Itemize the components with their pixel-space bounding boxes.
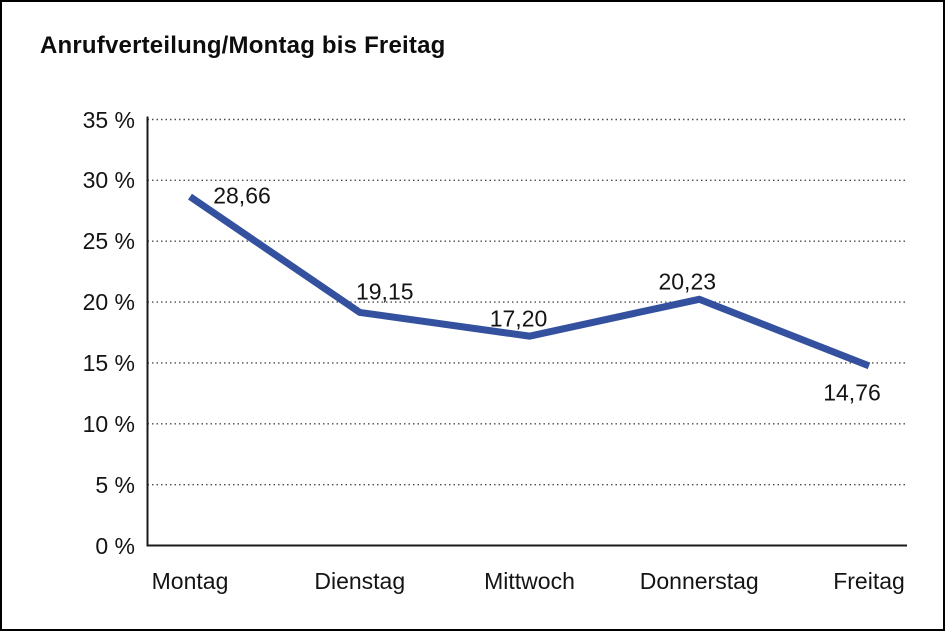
x-category-label: Donnerstag: [639, 568, 759, 594]
data-line: [188, 193, 871, 370]
data-point-label: 19,15: [355, 278, 414, 305]
y-tick-label: 20 %: [82, 289, 135, 316]
data-point-label: 14,76: [823, 379, 881, 406]
y-tick-label: 25 %: [82, 228, 135, 255]
y-tick-label: 0 %: [95, 532, 135, 559]
data-point-label: 17,20: [489, 305, 548, 332]
y-tick-label: 15 %: [82, 349, 135, 376]
y-tick-label: 5 %: [95, 471, 135, 498]
x-category-label: Freitag: [833, 568, 905, 594]
y-tick-label: 10 %: [82, 410, 135, 437]
data-point-label: 28,66: [213, 182, 271, 209]
x-category-label: Dienstag: [314, 568, 406, 594]
x-category-label: Mittwoch: [484, 568, 575, 594]
y-tick-label: 35 %: [82, 106, 135, 133]
x-category-label: Montag: [151, 568, 229, 594]
chart-title: Anrufverteilung/Montag bis Freitag: [40, 32, 446, 59]
y-tick-label: 30 %: [82, 167, 135, 194]
data-point-label: 20,23: [658, 268, 717, 295]
